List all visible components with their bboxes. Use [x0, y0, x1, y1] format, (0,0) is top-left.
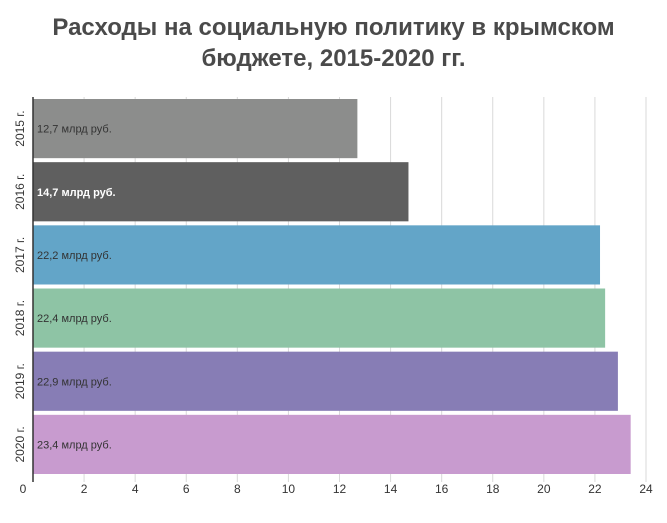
category-label-5: 2020 г.: [13, 426, 27, 462]
category-label-4: 2019 г.: [13, 363, 27, 399]
x-tick-label-18: 18: [486, 482, 500, 496]
x-tick-label-20: 20: [537, 482, 551, 496]
bar-2: [33, 225, 601, 285]
bar-data-label-2: 22,2 млрд руб.: [37, 250, 112, 262]
chart-title: Расходы на социальную политику в крымско…: [0, 12, 667, 74]
x-tick-label-10: 10: [282, 482, 296, 496]
bar-0: [33, 99, 358, 159]
bar-3: [33, 288, 606, 348]
x-tick-label-16: 16: [435, 482, 449, 496]
bar-data-label-1: 14,7 млрд руб.: [37, 187, 116, 199]
category-label-1: 2016 г.: [13, 174, 27, 210]
x-tick-label-24: 24: [639, 482, 653, 496]
category-label-2: 2017 г.: [13, 237, 27, 273]
bar-5: [33, 414, 631, 474]
chart-title-line-2: бюджете, 2015-2020 гг.: [201, 45, 466, 72]
bar-data-label-5: 23,4 млрд руб.: [37, 439, 112, 451]
x-tick-label-8: 8: [234, 482, 241, 496]
x-tick-label-4: 4: [132, 482, 139, 496]
category-label-0: 2015 г.: [13, 110, 27, 146]
bar-4: [33, 351, 618, 411]
bar-data-label-4: 22,9 млрд руб.: [37, 376, 112, 388]
x-tick-label-2: 2: [81, 482, 88, 496]
x-tick-label-14: 14: [384, 482, 398, 496]
bar-data-label-0: 12,7 млрд руб.: [37, 124, 112, 136]
x-tick-label-6: 6: [183, 482, 190, 496]
category-label-3: 2018 г.: [13, 300, 27, 336]
x-tick-label-0: 0: [20, 482, 27, 496]
x-tick-label-22: 22: [588, 482, 602, 496]
x-tick-label-12: 12: [333, 482, 347, 496]
bar-data-label-3: 22,4 млрд руб.: [37, 313, 112, 325]
bar-1: [33, 162, 409, 222]
chart-title-line-1: Расходы на социальную политику в крымско…: [52, 14, 615, 41]
bars: 12,7 млрд руб. 14,7 млрд руб. 22,2 млрд ру…: [33, 99, 631, 474]
